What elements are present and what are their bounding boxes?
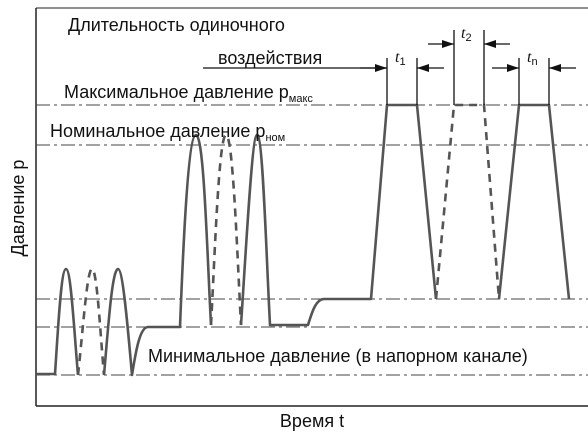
min-pressure-label: Минимальное давление (в напорном канале) bbox=[148, 346, 528, 366]
curve-dashed-segment-3 bbox=[434, 103, 501, 300]
pressure-curve-alternatives bbox=[76, 103, 501, 376]
curve-dashed-segment-2 bbox=[209, 133, 243, 326]
pressure-curve bbox=[36, 103, 571, 377]
interval-arrows bbox=[203, 30, 576, 105]
curve-dashed-segment-1 bbox=[76, 267, 106, 376]
axes-frame bbox=[35, 7, 588, 407]
level-lines bbox=[36, 104, 588, 376]
nominal-pressure-label: Номинальное давление pном bbox=[50, 121, 285, 144]
curve-solid-segment bbox=[36, 103, 571, 377]
interval-label-t2: t2 bbox=[461, 25, 472, 44]
y-axis-label: Давление p bbox=[8, 160, 28, 257]
pulse-duration-label-line1: Длительность одиночного bbox=[68, 15, 285, 35]
x-axis-label: Время t bbox=[280, 411, 344, 431]
max-pressure-label: Максимальное давление pмакс bbox=[64, 82, 313, 105]
interval-label-tn: tn bbox=[527, 49, 538, 68]
pulse-duration-label-line2: воздействия bbox=[218, 48, 322, 68]
interval-label-t1: t1 bbox=[395, 49, 406, 68]
